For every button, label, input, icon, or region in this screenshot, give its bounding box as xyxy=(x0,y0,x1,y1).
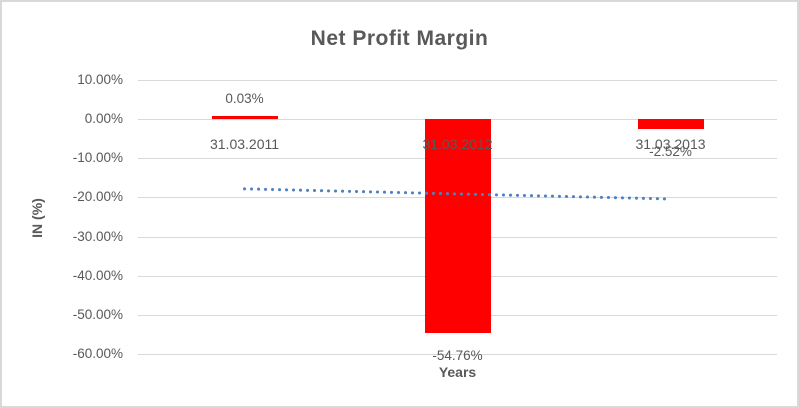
chart-title: Net Profit Margin xyxy=(310,27,489,50)
y-axis-tick-label: 10.00% xyxy=(77,72,123,87)
category-label: 31.03.2012 xyxy=(422,136,493,152)
bar xyxy=(211,116,278,120)
gridline xyxy=(138,354,777,355)
data-label: 0.03% xyxy=(225,91,264,107)
y-axis-tick-label: -10.00% xyxy=(72,150,123,165)
data-label: -2.52% xyxy=(649,144,692,159)
y-axis-tick-label: -20.00% xyxy=(72,189,123,204)
bar xyxy=(637,119,704,129)
y-axis-tick-label: -30.00% xyxy=(72,229,123,244)
y-axis-tick-label: 0.00% xyxy=(84,111,123,126)
y-axis-tick-label: -40.00% xyxy=(72,268,123,283)
category-label: 31.03.2013 xyxy=(635,136,706,152)
gridline xyxy=(138,80,777,81)
data-label: -54.76% xyxy=(432,348,483,364)
y-axis-tick-label: -60.00% xyxy=(72,346,123,361)
bar xyxy=(424,119,491,334)
y-axis-tick-label: -50.00% xyxy=(72,307,123,322)
x-axis-title: Years xyxy=(438,364,477,380)
category-label: 31.03.2011 xyxy=(209,136,280,152)
y-axis-title: IN (%) xyxy=(29,198,45,238)
